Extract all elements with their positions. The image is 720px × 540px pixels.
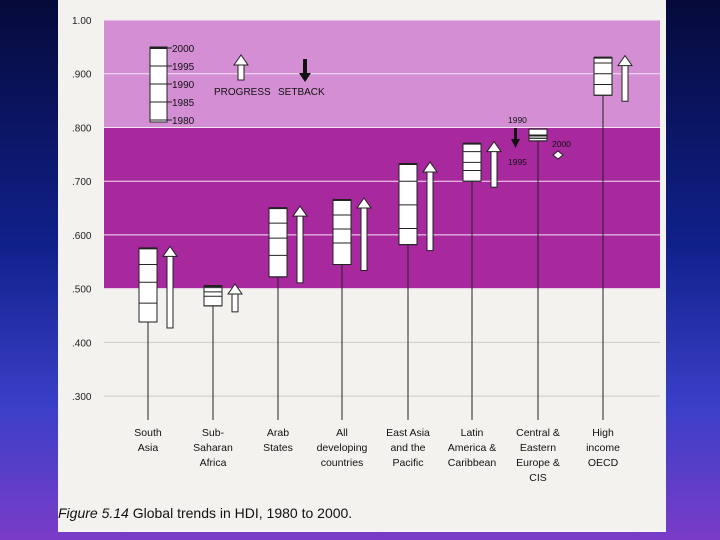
region-label: CIS <box>529 472 547 484</box>
figure-number: Figure 5.14 <box>58 505 129 521</box>
region-label: countries <box>321 457 364 469</box>
region-label: Africa <box>200 457 227 469</box>
region-label: Arab <box>267 427 289 439</box>
region-group <box>138 245 178 420</box>
y-tick-label: 1.00 <box>72 16 92 27</box>
progress-arrow-head <box>422 161 438 173</box>
region-label: Caribbean <box>448 457 497 469</box>
setback-label: SETBACK <box>278 87 325 98</box>
legend: 2000 1995 1990 1985 1980 PROGRESS SETBACK <box>149 44 325 127</box>
region-group <box>528 128 548 420</box>
y-tick-label: .900 <box>72 70 92 81</box>
progress-arrow-head <box>486 140 502 153</box>
progress-arrow-icon <box>490 150 498 188</box>
region-label: High <box>592 427 614 439</box>
region-label: Pacific <box>393 457 424 469</box>
legend-year-label: 1980 <box>172 116 195 127</box>
annotation-1990: 1990 <box>508 115 527 125</box>
region-label: Asia <box>138 442 159 454</box>
band-1 <box>104 127 660 289</box>
region-group <box>398 161 438 420</box>
progress-arrow-icon <box>426 170 434 252</box>
region-group <box>203 283 243 420</box>
hdi-box <box>398 163 418 246</box>
legend-year-label: 1985 <box>172 98 195 109</box>
y-tick-label: .400 <box>72 338 92 349</box>
hdi-box <box>138 247 158 323</box>
region-groups <box>138 54 633 420</box>
legend-year-label: 1990 <box>172 80 195 91</box>
legend-year-label: 1995 <box>172 62 195 73</box>
progress-arrow-icon <box>166 254 174 329</box>
region-group <box>593 54 633 420</box>
legend-year-labels: 2000 1995 1990 1985 1980 <box>172 44 195 127</box>
y-tick-label: .700 <box>72 177 92 188</box>
region-label: and the <box>390 442 425 454</box>
y-tick-label: .800 <box>72 123 92 134</box>
region-label: income <box>586 442 620 454</box>
figure-caption: Figure 5.14 Global trends in HDI, 1980 t… <box>58 505 352 521</box>
legend-lines <box>150 47 172 121</box>
region-label: South <box>134 427 162 439</box>
region-label: Saharan <box>193 442 233 454</box>
y-axis-tick-labels: 1.00 .900 .800 .700 .600 .500 .400 .300 <box>72 16 92 403</box>
region-label: Sub- <box>202 427 225 439</box>
region-label: Latin <box>461 427 484 439</box>
progress-arrow-icon <box>621 64 629 102</box>
y-tick-label: .500 <box>72 285 92 296</box>
region-group <box>268 205 308 420</box>
legend-year-label: 2000 <box>172 44 195 55</box>
figure-page: 1.00 .900 .800 .700 .600 .500 .400 .300 South As… <box>58 0 666 532</box>
y-tick-label: .600 <box>72 231 92 242</box>
annotation-2000: 2000 <box>552 139 571 149</box>
region-labels: South Asia Sub- Saharan Africa Arab States All d… <box>134 427 620 484</box>
hdi-chart: 1.00 .900 .800 .700 .600 .500 .400 .300 South As… <box>72 16 660 484</box>
progress-arrow-head <box>617 54 633 67</box>
gridlines <box>104 19 660 397</box>
cee-annotations: 1990 1995 2000 <box>508 115 571 167</box>
progress-arrow-icon <box>233 54 249 81</box>
region-label: OECD <box>588 457 619 469</box>
region-label: States <box>263 442 293 454</box>
diamond-marker-icon <box>552 150 564 160</box>
progress-label: PROGRESS <box>214 87 271 98</box>
region-label: Central & <box>516 427 560 439</box>
progress-arrow-icon <box>296 214 304 284</box>
region-group <box>462 140 502 420</box>
setback-arrow-icon <box>514 128 517 140</box>
progress-arrow-head <box>227 283 243 295</box>
progress-arrow-head <box>292 205 308 217</box>
hdi-box <box>332 199 352 265</box>
region-group <box>332 197 372 420</box>
progress-arrow-head <box>162 245 178 257</box>
figure-title: Global trends in HDI, 1980 to 2000. <box>132 505 353 521</box>
region-label: All <box>336 427 348 439</box>
setback-arrow-icon <box>299 59 311 82</box>
hdi-box <box>268 207 288 278</box>
region-label: East Asia <box>386 427 430 439</box>
region-label: Eastern <box>520 442 556 454</box>
progress-arrow-icon <box>360 206 368 271</box>
setback-arrow-head <box>511 139 520 148</box>
region-label: developing <box>317 442 368 454</box>
region-label: America & <box>448 442 496 454</box>
background-bands <box>104 20 660 289</box>
progress-arrow-head <box>356 197 372 209</box>
annotation-1995: 1995 <box>508 157 527 167</box>
progress-arrow-icon <box>231 292 239 313</box>
y-tick-label: .300 <box>72 392 92 403</box>
region-label: Europe & <box>516 457 560 469</box>
